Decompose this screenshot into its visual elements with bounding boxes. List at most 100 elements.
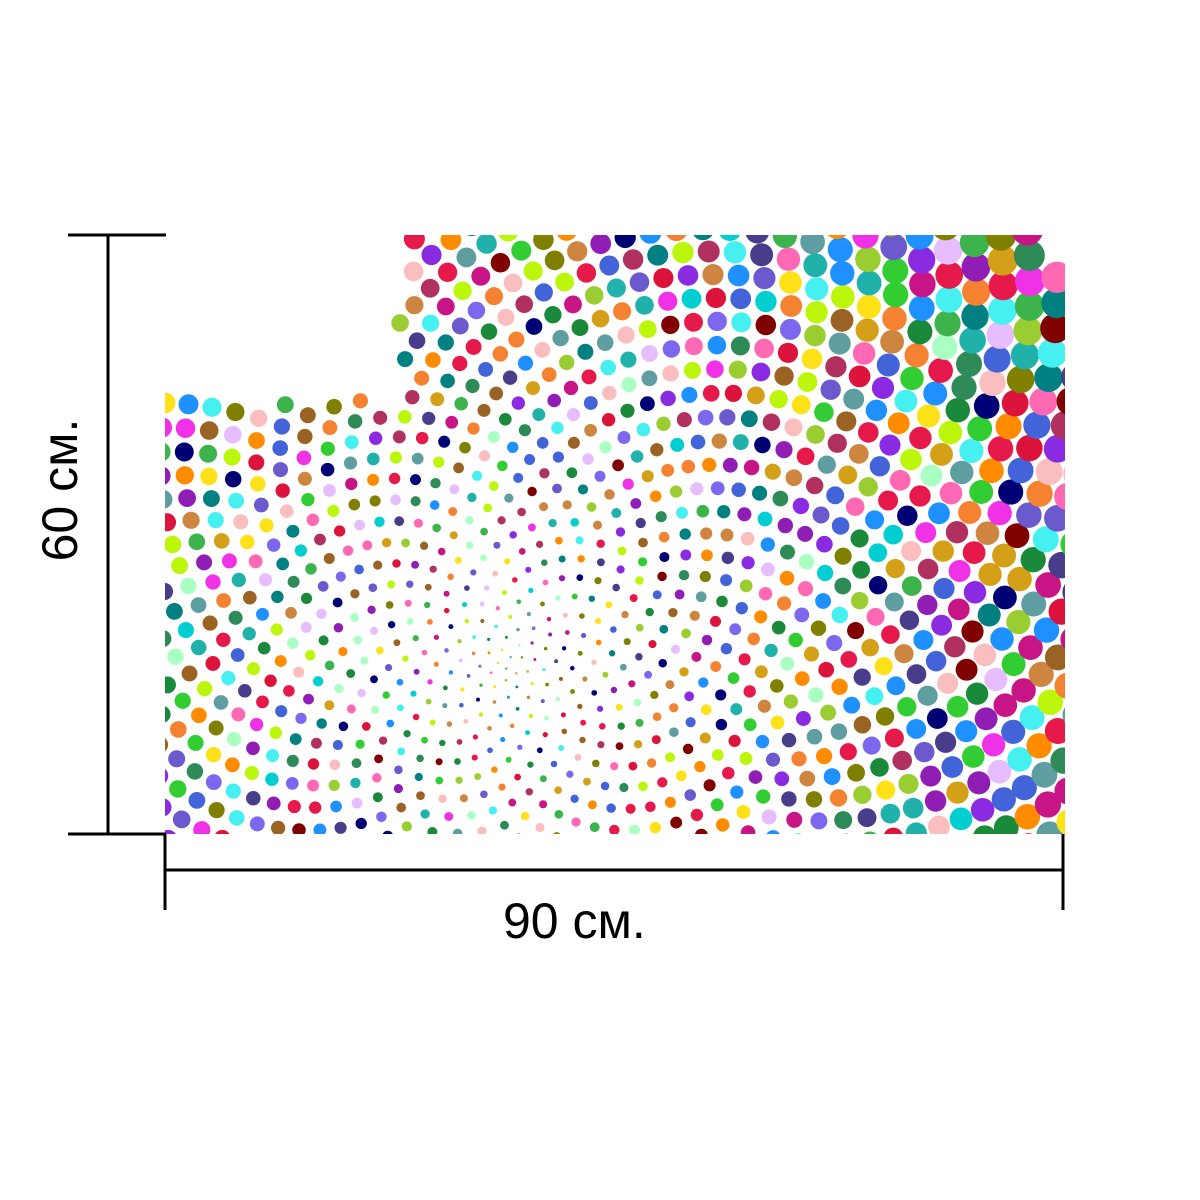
spiral-dot (788, 632, 803, 648)
spiral-dot (959, 438, 984, 463)
spiral-dot (448, 670, 454, 675)
spiral-dot (1041, 287, 1065, 319)
spiral-dot (476, 235, 497, 254)
spiral-dot (776, 247, 801, 271)
spiral-dot (878, 490, 899, 511)
spiral-dot (459, 441, 471, 454)
spiral-dot (635, 517, 646, 529)
spiral-dot (296, 450, 312, 466)
spiral-dot (515, 672, 518, 675)
spiral-dot (374, 516, 385, 527)
spiral-dot (588, 595, 596, 602)
spiral-dot (715, 689, 727, 701)
spiral-dot (535, 540, 544, 549)
spiral-dot (955, 720, 978, 743)
spiral-dot (373, 410, 388, 425)
spiral-dot (681, 628, 691, 639)
spiral-dot (750, 243, 774, 267)
spiral-dot (812, 506, 830, 524)
spiral-dot (1016, 434, 1043, 462)
spiral-dot (743, 685, 756, 698)
spiral-dot (691, 651, 702, 662)
spiral-dot (652, 842, 664, 854)
spiral-dot (1031, 761, 1058, 788)
spiral-dot (477, 403, 491, 417)
spiral-dot (542, 579, 549, 586)
spiral-dot (948, 559, 971, 583)
spiral-dot (797, 581, 814, 597)
spiral-dot (539, 775, 547, 783)
spiral-dot (655, 511, 667, 523)
spiral-dot (711, 749, 724, 761)
spiral-dot (350, 612, 359, 622)
dot-spiral-pattern (165, 235, 1065, 854)
spiral-dot (479, 601, 485, 607)
spiral-dot (777, 517, 793, 534)
spiral-dot (740, 410, 758, 428)
spiral-dot (869, 456, 890, 477)
spiral-dot (987, 436, 1014, 462)
spiral-dot (318, 635, 329, 646)
spiral-dot (1014, 803, 1041, 830)
spiral-dot (286, 754, 299, 768)
spiral-dot (505, 667, 508, 670)
spiral-dot (205, 774, 222, 791)
spiral-dot (828, 332, 851, 355)
spiral-dot (909, 426, 932, 450)
spiral-dot (570, 839, 580, 849)
spiral-dot (338, 721, 349, 732)
spiral-dot (583, 396, 598, 410)
spiral-dot (165, 768, 169, 783)
spiral-dot (830, 723, 848, 740)
spiral-dot (772, 490, 789, 507)
spiral-dot (488, 806, 498, 815)
spiral-dot (608, 650, 616, 657)
spiral-dot (397, 351, 414, 368)
spiral-dot (659, 552, 670, 563)
spiral-dot (498, 412, 512, 426)
spiral-dot (300, 621, 312, 633)
spiral-dot (798, 553, 815, 570)
spiral-dot (883, 827, 903, 834)
spiral-dot (905, 822, 927, 834)
spiral-dot (350, 777, 361, 789)
spiral-dot (604, 489, 615, 500)
spiral-dot (366, 452, 380, 466)
spiral-dot (765, 752, 781, 767)
spiral-dot (517, 507, 526, 517)
spiral-dot (827, 237, 853, 263)
spiral-dot (567, 436, 580, 449)
spiral-dot (562, 612, 568, 618)
spiral-dot (924, 790, 947, 812)
spiral-dot (231, 707, 246, 722)
spiral-dot (621, 377, 637, 393)
spiral-dot (577, 703, 583, 710)
spiral-dot (1035, 572, 1061, 598)
spiral-dot (430, 392, 445, 407)
spiral-dot (166, 603, 183, 620)
spiral-dot (612, 459, 624, 472)
spiral-dot (370, 705, 380, 714)
spiral-dot (406, 580, 414, 588)
spiral-dot (392, 559, 401, 568)
spiral-dot (478, 361, 494, 377)
spiral-dot (177, 622, 194, 639)
spiral-dot (998, 479, 1024, 505)
spiral-dot (550, 760, 558, 768)
spiral-dot (231, 572, 246, 588)
spiral-dot (320, 441, 335, 456)
spiral-dot (467, 235, 477, 237)
spiral-dot (969, 480, 994, 504)
spiral-dot (615, 742, 624, 750)
spiral-dot (743, 459, 760, 476)
spiral-dot (462, 602, 468, 608)
spiral-dot (599, 441, 612, 454)
spiral-dot (826, 486, 845, 505)
spiral-dot (487, 747, 493, 754)
spiral-dot (909, 485, 931, 507)
spiral-dot (531, 626, 536, 631)
spiral-dot (906, 718, 927, 739)
spiral-dot (762, 413, 781, 431)
spiral-dot (1060, 629, 1065, 650)
spiral-dot (720, 643, 733, 655)
